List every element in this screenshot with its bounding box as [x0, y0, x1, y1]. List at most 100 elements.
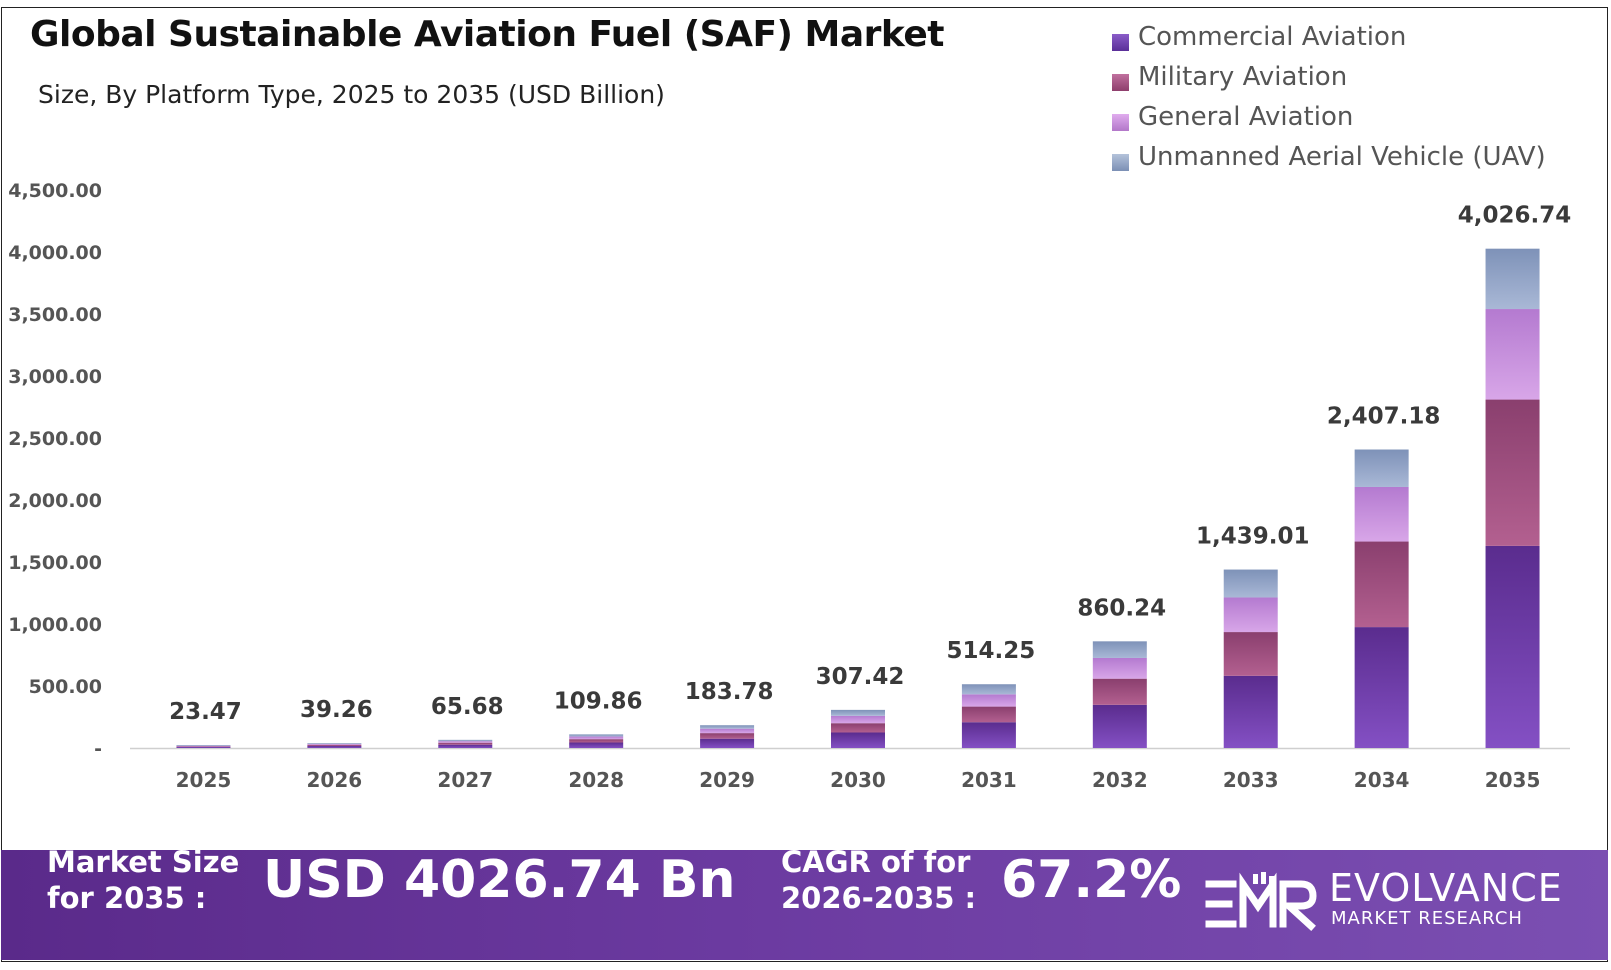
legend-label-uav: Unmanned Aerial Vehicle (UAV)	[1138, 142, 1546, 172]
x-tick-label: 2033	[1223, 768, 1279, 792]
bar-segment-general	[307, 743, 362, 745]
total-labels: 23.47 39.26 65.68 109.86 183.78 307.42 514.25 8…	[169, 203, 1571, 725]
x-tick-label: 2034	[1354, 768, 1410, 792]
bar-segment-military	[831, 723, 885, 733]
x-tick-label: 2027	[437, 768, 493, 792]
bar-segment-uav	[1092, 641, 1147, 658]
stacked-bar-chart: - 500.00 1,000.00 1,500.00 2,000.00 2,500.00 3…	[8, 180, 1571, 792]
bar-segment-general	[438, 741, 493, 743]
bar-segment-military	[569, 739, 624, 743]
y-tick-label: 3,500.00	[8, 304, 102, 326]
bar-segment-uav	[700, 725, 755, 729]
cagr-label: CAGR of for 2026-2035 :	[781, 844, 976, 916]
x-tick-label: 2035	[1485, 768, 1541, 792]
bar-segment-commercial	[438, 744, 493, 748]
bar-segment-military	[961, 706, 1016, 723]
market-size-label-line2: for 2035 :	[47, 881, 207, 915]
total-data-label: 23.47	[169, 699, 242, 725]
total-data-label: 307.42	[816, 664, 905, 690]
y-tick-label: 4,500.00	[8, 180, 102, 202]
total-data-label: 2,407.18	[1327, 404, 1441, 430]
brand-logo: EVOLVANCE MARKET RESEARCH	[1203, 866, 1588, 944]
total-data-label: 1,439.01	[1196, 524, 1310, 550]
total-data-label: 39.26	[300, 697, 373, 723]
y-tick-label: 1,000.00	[8, 614, 102, 636]
y-tick-label: 3,000.00	[8, 366, 102, 388]
total-data-label: 860.24	[1077, 595, 1166, 621]
y-tick-label: 1,500.00	[8, 552, 102, 574]
legend-swatch-general	[1112, 114, 1129, 131]
bar-segment-military	[438, 742, 493, 745]
bar-segment-commercial	[1485, 545, 1540, 748]
bar-segment-general	[831, 715, 885, 724]
bar-segment-commercial	[307, 746, 362, 748]
legend-label-commercial: Commercial Aviation	[1138, 22, 1407, 52]
bar-segment-commercial	[1223, 675, 1278, 748]
bar-segment-general	[1223, 597, 1278, 633]
total-data-label: 4,026.74	[1458, 203, 1572, 229]
y-tick-label: 2,000.00	[8, 490, 102, 512]
market-size-value: USD 4026.74 Bn	[263, 850, 736, 910]
brand-name: EVOLVANCE	[1329, 866, 1563, 910]
x-tick-label: 2028	[568, 768, 624, 792]
bar-segment-uav	[961, 684, 1016, 695]
chart-title: Global Sustainable Aviation Fuel (SAF) M…	[30, 14, 945, 55]
bar-segment-commercial	[569, 742, 624, 748]
total-data-label: 109.86	[554, 688, 643, 714]
bars	[176, 248, 1540, 748]
legend-swatch-military	[1112, 74, 1129, 91]
bar-segment-commercial	[831, 732, 885, 748]
bar-segment-uav	[1223, 569, 1278, 598]
bar-segment-commercial	[961, 722, 1016, 748]
cagr-value: 67.2%	[1001, 850, 1182, 910]
footer-banner: Market Size for 2035 : USD 4026.74 Bn CA…	[1, 845, 1608, 960]
legend-swatch-uav	[1112, 154, 1129, 171]
y-axis: - 500.00 1,000.00 1,500.00 2,000.00 2,500.00 3…	[8, 180, 102, 760]
bar-segment-general	[700, 728, 755, 734]
bar-segment-uav	[176, 745, 231, 746]
x-tick-label: 2031	[961, 768, 1017, 792]
brand-tagline: MARKET RESEARCH	[1331, 908, 1523, 929]
x-tick-label: 2025	[176, 768, 232, 792]
total-data-label: 65.68	[431, 694, 504, 720]
bar-segment-military	[1354, 541, 1409, 628]
total-data-label: 514.25	[947, 638, 1036, 664]
bar-segment-military	[176, 746, 231, 747]
legend-label-general: General Aviation	[1138, 102, 1354, 132]
cagr-label-line1: CAGR of for	[781, 845, 971, 879]
y-tick-label: 500.00	[29, 676, 102, 698]
chart-subtitle: Size, By Platform Type, 2025 to 2035 (US…	[38, 80, 665, 109]
bar-segment-commercial	[1092, 704, 1147, 748]
bar-segment-uav	[307, 743, 362, 744]
bar-segment-military	[1092, 678, 1147, 705]
bar-segment-military	[1223, 632, 1278, 676]
emr-logo-icon	[1205, 872, 1317, 931]
x-tick-label: 2026	[307, 768, 363, 792]
y-tick-label: 2,500.00	[8, 428, 102, 450]
bar-segment-general	[961, 694, 1016, 707]
bar-segment-commercial	[176, 746, 231, 748]
legend-swatch-commercial	[1112, 34, 1129, 51]
bar-segment-uav	[569, 734, 624, 737]
cagr-label-line2: 2026-2035 :	[781, 881, 977, 915]
chart-frame	[1, 7, 1608, 962]
bar-segment-uav	[1485, 248, 1540, 310]
total-data-label: 183.78	[685, 679, 774, 705]
market-size-label: Market Size for 2035 :	[47, 844, 239, 916]
bar-segment-military	[700, 733, 755, 739]
bar-segment-uav	[831, 709, 885, 716]
bar-segment-uav	[1354, 449, 1409, 487]
bar-segment-general	[1485, 309, 1540, 400]
bar-segment-general	[1354, 486, 1409, 542]
x-tick-label: 2029	[699, 768, 755, 792]
market-size-label-line1: Market Size	[47, 845, 240, 879]
bar-segment-commercial	[1354, 627, 1409, 748]
x-tick-label: 2030	[830, 768, 886, 792]
y-tick-label: -	[94, 738, 102, 760]
bar-segment-general	[1092, 657, 1147, 679]
bar-segment-military	[1485, 399, 1540, 546]
bar-segment-uav	[438, 739, 493, 742]
bar-segment-commercial	[700, 738, 755, 748]
bar-segment-general	[569, 736, 624, 740]
x-tick-label: 2032	[1092, 768, 1148, 792]
